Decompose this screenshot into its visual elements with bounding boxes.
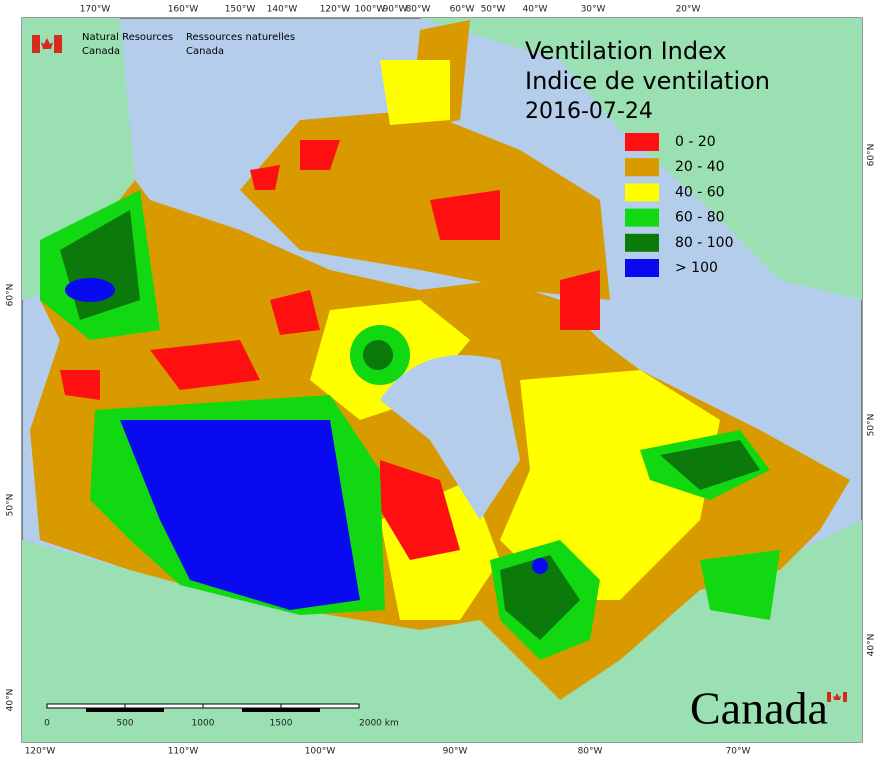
lat-label: 50°N — [867, 414, 877, 437]
legend-swatch — [625, 158, 659, 177]
legend-label: 80 - 100 — [675, 235, 734, 251]
scale-segment — [46, 703, 126, 709]
scale-segment — [124, 703, 204, 709]
scale-segment — [280, 703, 360, 709]
lon-label: 80°W — [578, 747, 603, 757]
scale-label: 1500 — [270, 719, 293, 729]
scale-segment — [202, 703, 282, 709]
scale-bar: 0 500 1000 1500 2000 km — [44, 703, 399, 729]
legend-swatch — [625, 259, 659, 277]
lon-label: 160°W — [168, 5, 199, 15]
agency: Natural Resources Canada Ressources natu… — [32, 32, 295, 57]
title: Ventilation Index — [525, 37, 727, 65]
scale-label: 0 — [44, 719, 50, 729]
scale-segment — [86, 708, 125, 712]
lon-label: 60°W — [450, 5, 475, 15]
scale-segment — [281, 708, 320, 712]
date: 2016-07-24 — [525, 99, 653, 124]
legend-swatch — [625, 233, 659, 252]
legend-swatch — [625, 183, 659, 202]
lat-label: 40°N — [6, 689, 16, 712]
scale-label: 2000 km — [359, 719, 399, 729]
legend-label: 0 - 20 — [675, 134, 716, 150]
legend-label: 20 - 40 — [675, 159, 725, 175]
lat-label: 50°N — [6, 494, 16, 517]
lon-label: 150°W — [225, 5, 256, 15]
legend-label: 40 - 60 — [675, 184, 725, 200]
lat-label: 40°N — [867, 634, 877, 657]
land-foreign — [22, 18, 862, 742]
legend-label: > 100 — [675, 260, 718, 276]
agency-en: Natural Resources — [82, 32, 173, 43]
lat-label: 60°N — [867, 144, 877, 167]
agency-en: Canada — [82, 46, 120, 57]
scale-segment — [242, 708, 281, 712]
lon-label: 90°W — [443, 747, 468, 757]
lon-label: 70°W — [726, 747, 751, 757]
lon-label: 100°W — [305, 747, 336, 757]
lon-label: 40°W — [523, 5, 548, 15]
legend-label: 60 - 80 — [675, 210, 725, 226]
lon-label: 30°W — [581, 5, 606, 15]
lon-label: 170°W — [80, 5, 111, 15]
lon-label: 120°W — [25, 747, 56, 757]
lon-label: 80°W — [406, 5, 431, 15]
legend-swatch — [625, 208, 659, 227]
graticule: 170°W 160°W 150°W 140°W 120°W 100°W90°W80°W 60… — [6, 5, 877, 757]
lon-label: 50°W — [481, 5, 506, 15]
wordmark: Canada — [690, 683, 847, 734]
ventilation-field — [30, 20, 850, 700]
legend: 0 - 20 20 - 40 40 - 60 60 - 80 80 - 100 > 100 — [625, 133, 734, 277]
lat-label: 60°N — [6, 284, 16, 307]
lon-label: 110°W — [168, 747, 199, 757]
wordmark-text: Canada — [690, 683, 828, 734]
legend-swatch — [625, 133, 659, 151]
agency-fr: Canada — [186, 46, 224, 57]
title: Indice de ventilation — [525, 67, 770, 95]
lon-label: 120°W — [320, 5, 351, 15]
lon-label: 140°W — [267, 5, 298, 15]
scale-label: 1000 — [192, 719, 215, 729]
scale-segment — [125, 708, 164, 712]
agency-fr: Ressources naturelles — [186, 32, 295, 43]
lon-label: 100°W — [355, 5, 386, 15]
lon-label: 90°W — [383, 5, 408, 15]
lon-label: 20°W — [676, 5, 701, 15]
scale-label: 500 — [116, 719, 133, 729]
